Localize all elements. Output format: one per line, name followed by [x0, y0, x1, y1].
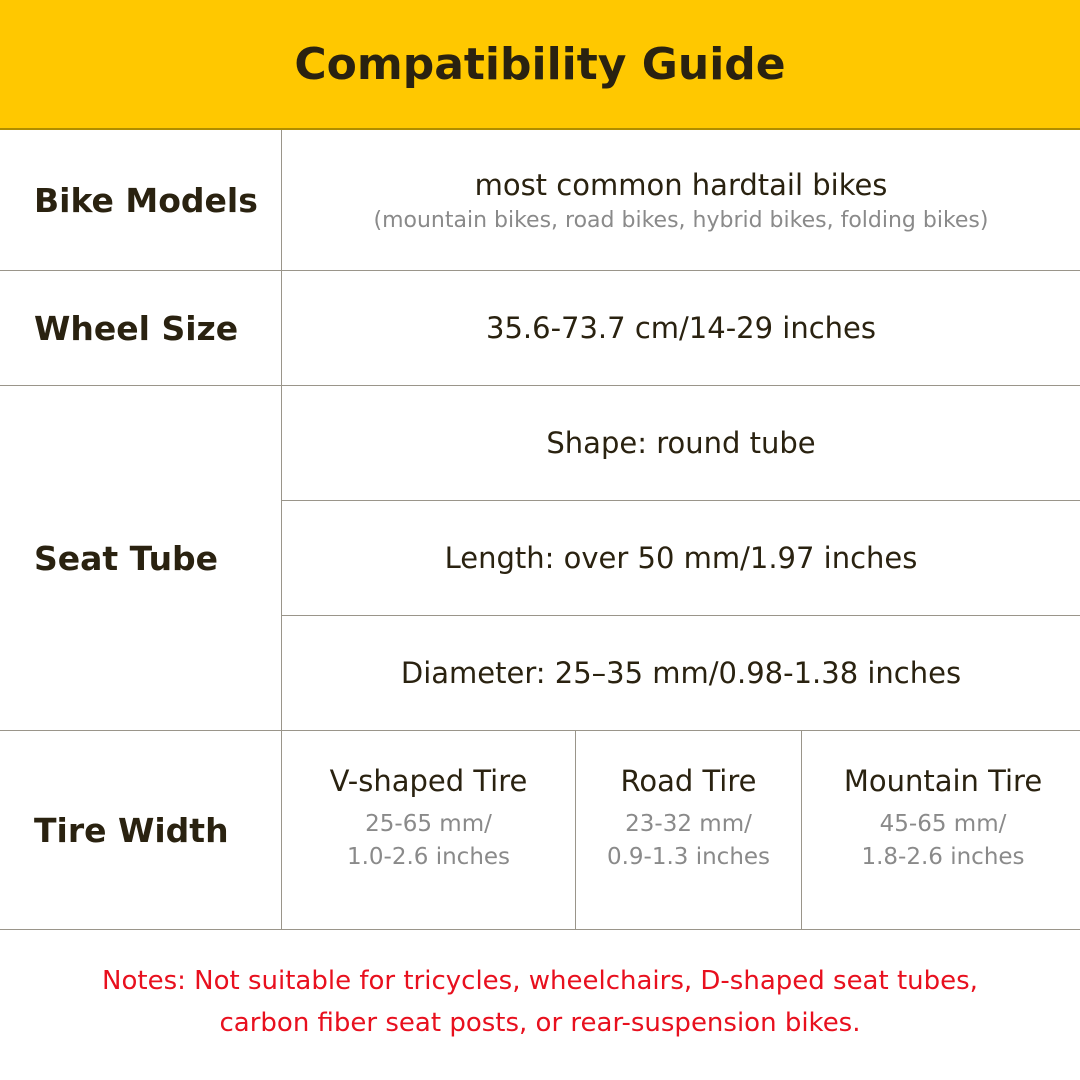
divider — [801, 730, 802, 930]
divider — [0, 385, 1080, 386]
divider — [575, 730, 576, 930]
header-banner: Compatibility Guide — [0, 0, 1080, 130]
row-label-tire-width: Tire Width — [34, 810, 229, 850]
tire-inches: 0.9-1.3 inches — [606, 844, 771, 870]
tire-name: Mountain Tire — [843, 764, 1043, 798]
divider — [281, 615, 1080, 616]
notes-line: carbon fiber seat posts, or rear-suspens… — [219, 1008, 861, 1038]
bike-models-value: most common hardtail bikes — [474, 167, 888, 202]
tire-name: V-shaped Tire — [329, 764, 528, 798]
notes: Notes: Not suitable for tricycles, wheel… — [0, 960, 1080, 1044]
tire-mm: 23-32 mm/ — [625, 811, 752, 837]
tire-v-shaped: V-shaped Tire 25-65 mm/ 1.0-2.6 inches — [282, 731, 575, 899]
tire-inches: 1.8-2.6 inches — [861, 844, 1025, 870]
tire-mountain: Mountain Tire 45-65 mm/ 1.8-2.6 inches — [802, 731, 1080, 899]
tire-name: Road Tire — [620, 764, 757, 798]
row-label-bike-models: Bike Models — [34, 180, 258, 220]
seat-tube-diameter: Diameter: 25–35 mm/0.98-1.38 inches — [400, 656, 962, 690]
tire-mm: 25-65 mm/ — [365, 811, 492, 837]
tire-mm: 45-65 mm/ — [879, 811, 1007, 837]
seat-tube-shape: Shape: round tube — [546, 426, 816, 460]
divider — [281, 500, 1080, 501]
bike-models-cell: most common hardtail bikes (mountain bik… — [282, 130, 1080, 270]
notes-line: Notes: Not suitable for tricycles, wheel… — [102, 966, 978, 996]
tire-road: Road Tire 23-32 mm/ 0.9-1.3 inches — [576, 731, 801, 899]
row-label-wheel-size: Wheel Size — [34, 308, 239, 348]
divider — [0, 270, 1080, 271]
divider — [281, 130, 282, 930]
page-title: Compatibility Guide — [294, 38, 786, 90]
divider — [0, 929, 1080, 930]
wheel-size-value: 35.6-73.7 cm/14-29 inches — [486, 311, 876, 345]
row-label-seat-tube: Seat Tube — [34, 538, 219, 578]
bike-models-detail: (mountain bikes, road bikes, hybrid bike… — [373, 207, 989, 233]
divider — [0, 730, 1080, 731]
seat-tube-length: Length: over 50 mm/1.97 inches — [444, 541, 918, 575]
tire-inches: 1.0-2.6 inches — [346, 844, 511, 870]
